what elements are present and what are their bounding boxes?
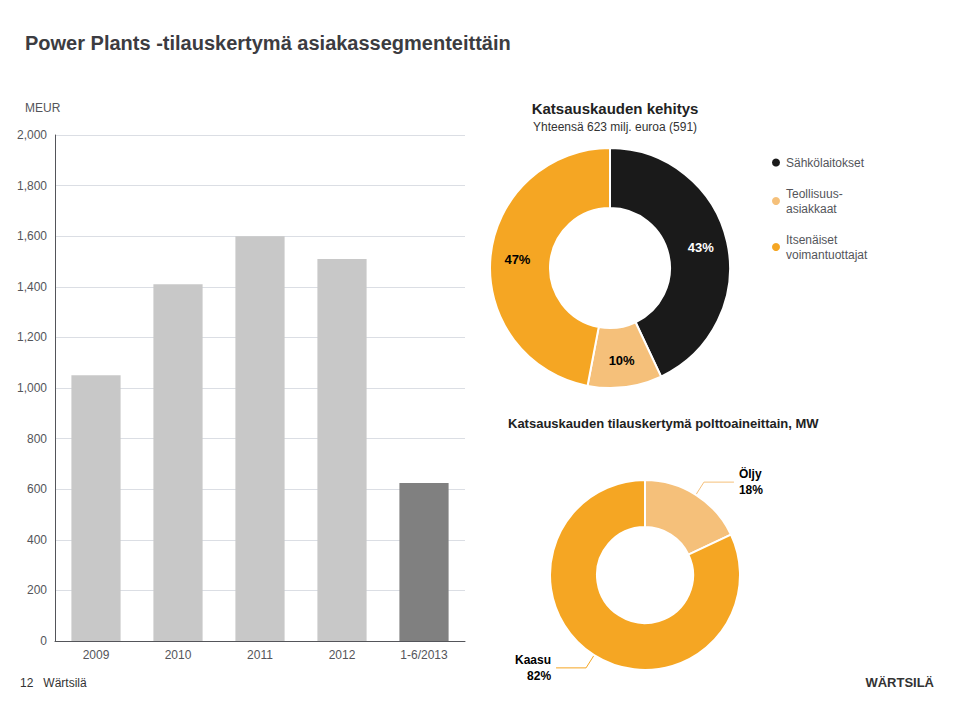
svg-text:0: 0 — [40, 634, 47, 648]
svg-text:Power Plants -tilauskertymä as: Power Plants -tilauskertymä asiakassegme… — [25, 32, 511, 54]
svg-text:800: 800 — [27, 432, 47, 446]
svg-text:600: 600 — [27, 482, 47, 496]
svg-text:2,000: 2,000 — [17, 128, 47, 142]
svg-text:12 Wärtsilä: 12 Wärtsilä — [20, 676, 87, 690]
svg-text:2010: 2010 — [165, 648, 192, 662]
svg-text:asiakkaat: asiakkaat — [786, 202, 837, 216]
svg-text:WÄRTSILÄ: WÄRTSILÄ — [865, 675, 934, 690]
svg-text:1,800: 1,800 — [17, 179, 47, 193]
svg-text:Itsenäiset: Itsenäiset — [786, 233, 838, 247]
svg-text:43%: 43% — [688, 240, 714, 255]
svg-text:Öljy: Öljy — [739, 466, 762, 481]
svg-text:200: 200 — [27, 583, 47, 597]
svg-text:1-6/2013: 1-6/2013 — [400, 648, 448, 662]
svg-text:10%: 10% — [609, 353, 635, 368]
svg-text:Sähkölaitokset: Sähkölaitokset — [786, 156, 865, 170]
svg-text:400: 400 — [27, 533, 47, 547]
svg-text:18%: 18% — [739, 483, 763, 497]
svg-text:82%: 82% — [527, 669, 551, 683]
svg-text:Katsauskauden kehitys: Katsauskauden kehitys — [532, 100, 699, 117]
svg-text:2012: 2012 — [329, 648, 356, 662]
svg-text:47%: 47% — [504, 252, 530, 267]
svg-text:Kaasu: Kaasu — [515, 653, 551, 667]
svg-text:Yhteensä 623 milj. euroa (591): Yhteensä 623 milj. euroa (591) — [533, 120, 697, 134]
svg-text:1,000: 1,000 — [17, 381, 47, 395]
svg-text:MEUR: MEUR — [25, 101, 61, 115]
svg-text:2009: 2009 — [83, 648, 110, 662]
svg-text:voimantuottajat: voimantuottajat — [786, 248, 868, 262]
svg-text:1,200: 1,200 — [17, 330, 47, 344]
svg-text:2011: 2011 — [247, 648, 273, 662]
svg-text:1,400: 1,400 — [17, 280, 47, 294]
svg-text:1,600: 1,600 — [17, 229, 47, 243]
svg-text:Katsauskauden tilauskertymä po: Katsauskauden tilauskertymä polttoaineit… — [508, 416, 819, 431]
svg-text:Teollisuus-: Teollisuus- — [786, 187, 843, 201]
